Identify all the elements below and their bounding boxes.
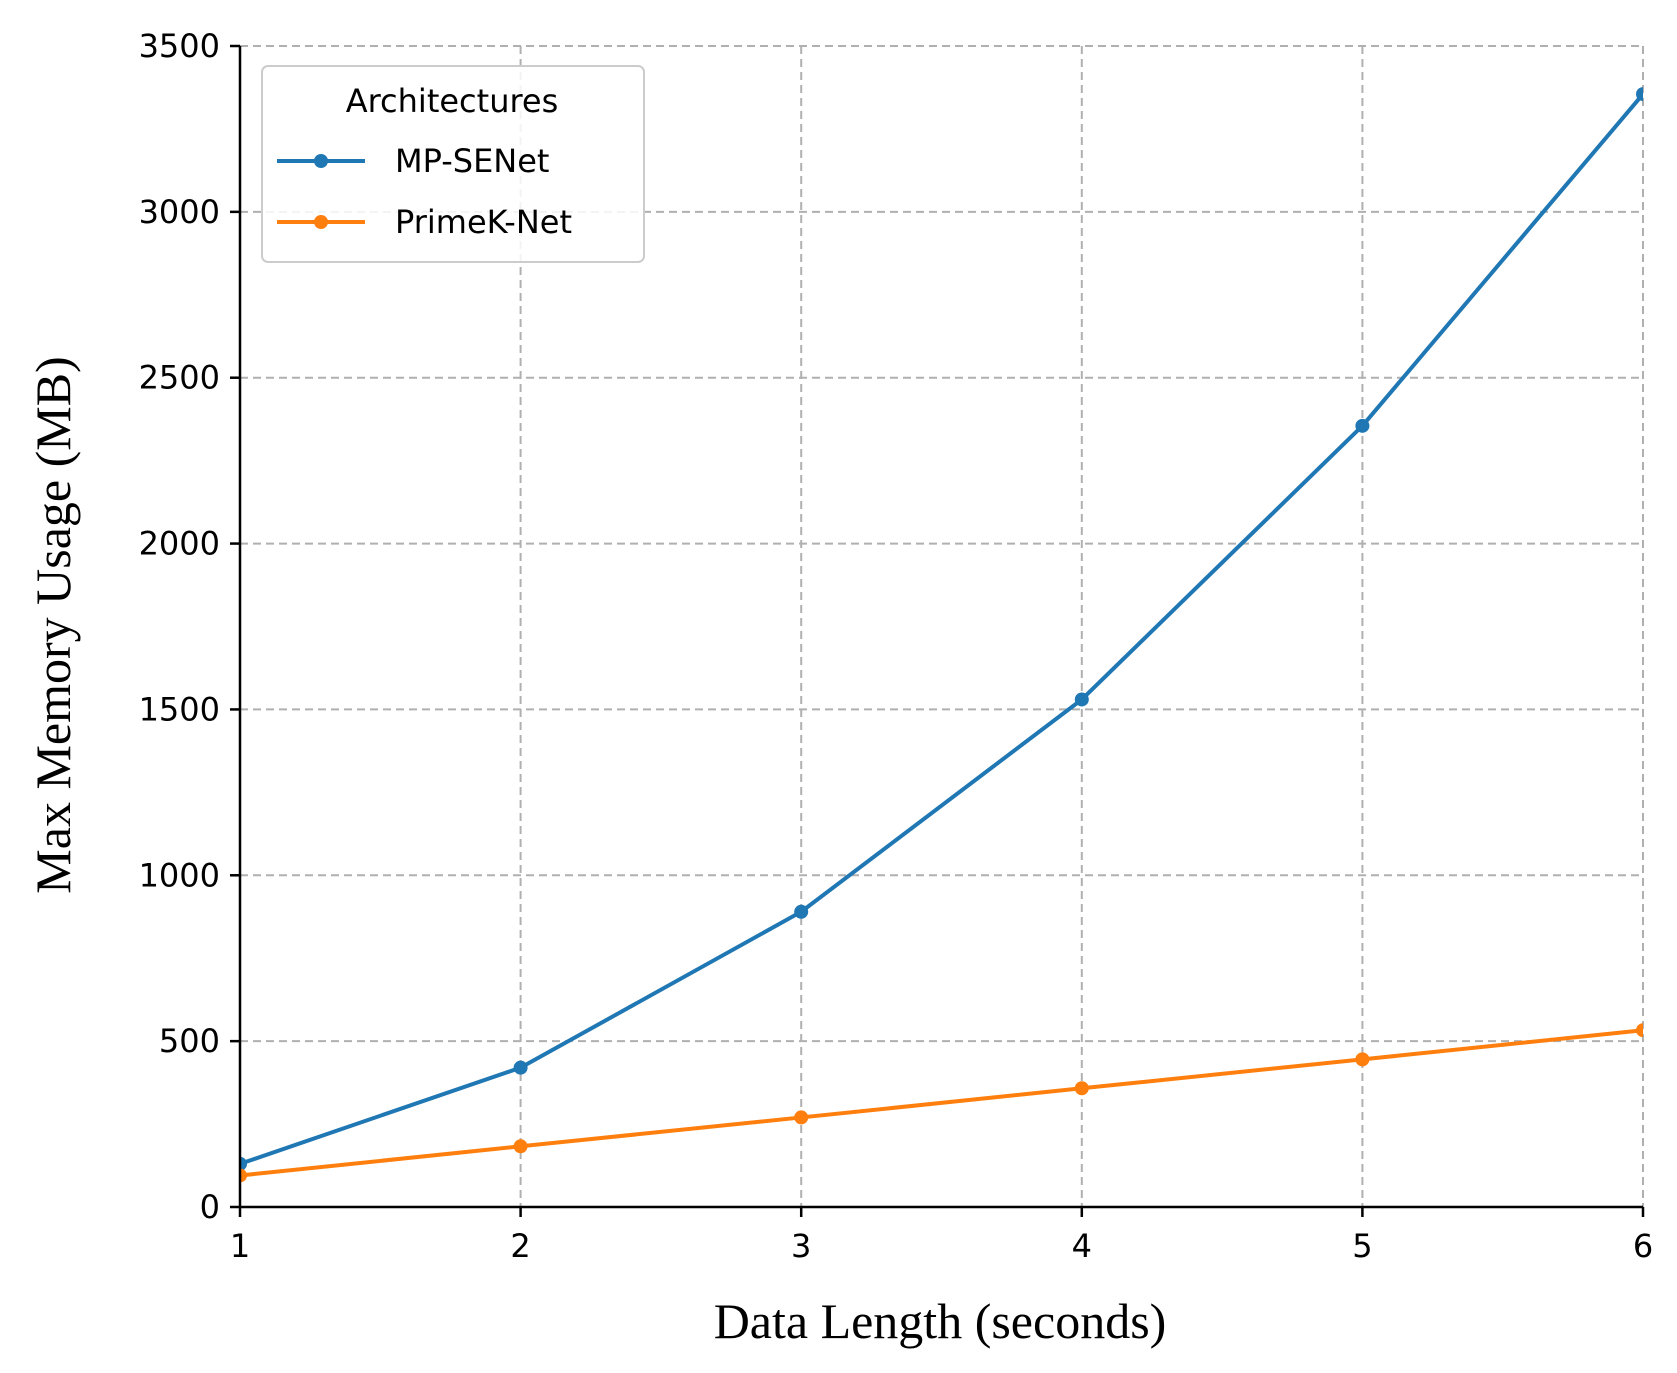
axes [230,44,1645,1217]
y-tick-label: 1500 [139,690,220,728]
data-point-mp-senet [1636,87,1643,102]
legend-entry-primek-net: PrimeK-Net [277,203,572,241]
x-tick-label: 2 [510,1227,530,1265]
legend: Architectures MP-SENet PrimeK-Net [261,65,645,263]
y-tick-label: 2500 [139,359,220,397]
legend-entry-mp-senet: MP-SENet [277,142,549,180]
legend-marker-primek-net [314,215,328,229]
data-point-primek-net [1074,1081,1089,1096]
data-point-primek-net [1636,1023,1643,1038]
x-axis-title: Data Length (seconds) [714,1293,1167,1349]
x-tick-label: 6 [1633,1227,1653,1265]
y-tick-label: 1000 [139,856,220,894]
data-point-mp-senet [1074,692,1089,707]
x-tick-label: 4 [1072,1227,1092,1265]
series-layer [240,87,1643,1183]
data-point-primek-net [513,1139,528,1154]
x-tick-label: 5 [1352,1227,1372,1265]
legend-label-primek-net: PrimeK-Net [395,203,572,241]
y-tick-label: 3500 [139,27,220,65]
legend-title: Architectures [346,82,559,120]
data-point-primek-net [794,1110,809,1125]
legend-label-mp-senet: MP-SENet [395,142,549,180]
y-axis-title: Max Memory Usage (MB) [25,356,81,893]
series-line-mp-senet [240,92,1643,1166]
data-point-mp-senet [240,1156,247,1171]
legend-frame [261,65,645,263]
y-tick-label: 500 [159,1022,220,1060]
y-tick-label: 2000 [139,525,220,563]
data-point-mp-senet [794,904,809,919]
legend-marker-mp-senet [314,154,328,168]
y-tick-label: 0 [200,1188,220,1226]
y-tick-label: 3000 [139,193,220,231]
data-point-primek-net [240,1168,247,1183]
data-point-mp-senet [513,1060,528,1075]
tick-labels: 1 2 3 4 5 6 0 500 1000 1500 2000 2500 3000 3500 [139,27,1654,1265]
x-tick-label: 1 [230,1227,250,1265]
data-point-primek-net [1355,1052,1370,1067]
data-point-mp-senet [1355,418,1370,433]
x-tick-label: 3 [791,1227,811,1265]
series-line-primek-net [240,1028,1643,1178]
